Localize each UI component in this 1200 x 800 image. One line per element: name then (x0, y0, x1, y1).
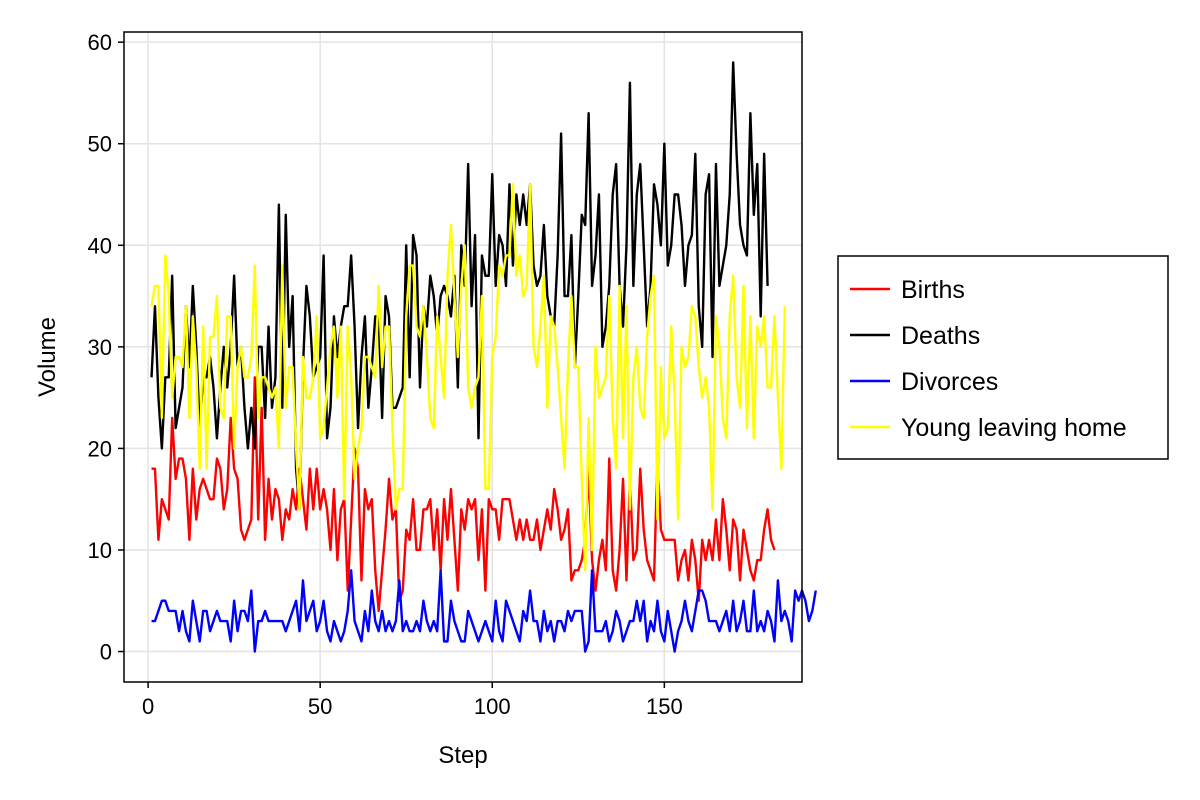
y-tick-label: 60 (88, 30, 112, 55)
x-tick-label: 150 (646, 694, 683, 719)
y-tick-label: 0 (100, 640, 112, 665)
plot-frame (123, 31, 803, 683)
y-tick-label: 50 (88, 132, 112, 157)
y-tick-label: 30 (88, 335, 112, 360)
x-tick-label: 0 (142, 694, 154, 719)
x-axis-label: Step (438, 742, 487, 769)
legend-label-births: Births (901, 276, 965, 304)
x-tick-label: 50 (308, 694, 332, 719)
y-axis-label: Volume (34, 317, 61, 397)
legend-label-young-leaving-home: Young leaving home (901, 414, 1127, 442)
series-layer (150, 61, 817, 653)
legend-label-divorces: Divorces (901, 368, 998, 396)
series-line-divorces (151, 569, 817, 653)
y-tick-label: 40 (88, 233, 112, 258)
y-tick-label: 20 (88, 436, 112, 461)
axis-ticks: 0 50 100 150 0 10 20 30 40 50 60 (88, 30, 683, 719)
legend-box (837, 255, 1169, 460)
x-tick-label: 100 (474, 694, 511, 719)
legend: Births Deaths Divorces Young leaving home (837, 255, 1169, 460)
legend-label-deaths: Deaths (901, 322, 980, 350)
y-tick-label: 10 (88, 538, 112, 563)
series-line-young-leaving-home (150, 183, 786, 572)
